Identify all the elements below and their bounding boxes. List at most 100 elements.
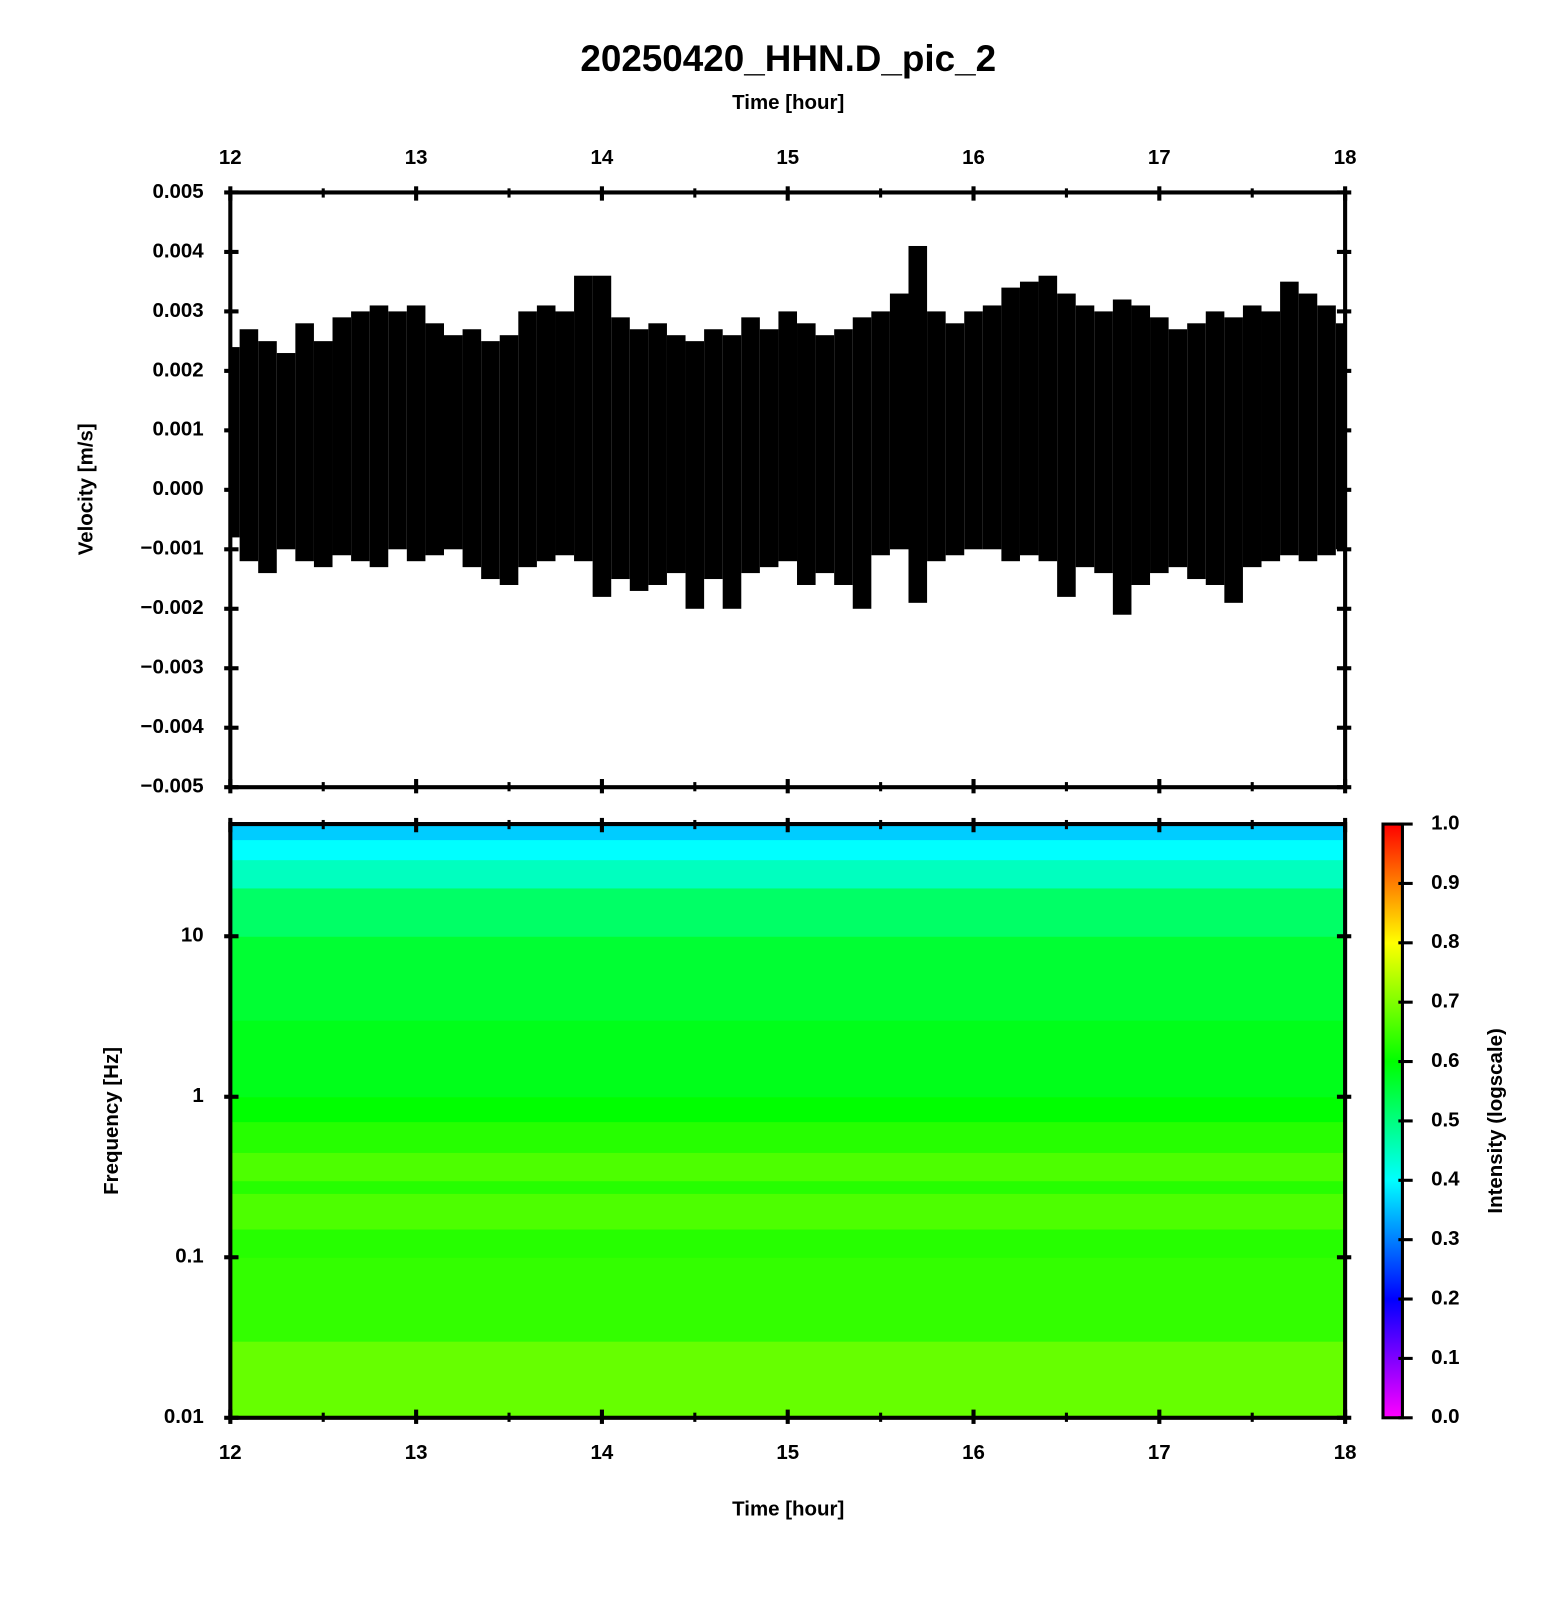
waveform-envelope [1094,311,1113,574]
colorbar-tick-label: 0.0 [1431,1405,1459,1428]
waveform-envelope [871,311,890,556]
waveform-envelope [555,311,575,556]
waveform-envelope [536,305,556,562]
spectrogram-cell [230,1096,1346,1123]
waveform-envelope [908,245,928,603]
waveform-envelope [1131,305,1151,585]
x-tick-label: 16 [962,1441,985,1464]
colorbar-tick-label: 0.6 [1431,1049,1459,1072]
waveform-envelope [1057,293,1076,597]
spectrogram-cell [230,1121,1346,1153]
waveform-envelope [462,329,482,568]
spectrogram-cell [230,1193,1346,1230]
waveform-envelope [666,335,686,574]
y-tick-label: −0.002 [141,596,204,619]
waveform-envelope [834,329,853,585]
waveform-envelope [1205,311,1225,585]
y-tick-label: 0.001 [152,418,203,441]
waveform-envelope [815,335,835,574]
waveform-envelope [759,329,779,568]
x-tick-label: 12 [219,146,242,169]
y-tick-label: −0.004 [141,715,205,738]
waveform-envelope [239,329,259,562]
waveform-envelope [1261,311,1281,562]
y-axis-label: Frequency [Hz] [100,1047,123,1195]
waveform-envelope [443,335,463,550]
x-tick-label: 13 [405,146,428,169]
waveform-envelope [648,323,667,585]
colorbar-tick-label: 0.3 [1431,1227,1459,1250]
y-tick-label: −0.003 [141,656,204,679]
waveform-envelope [369,305,389,568]
waveform-envelope [518,311,537,568]
y-tick-label: −0.005 [141,775,204,798]
waveform-envelope [629,329,649,591]
y-tick-label: 0.002 [152,358,203,381]
waveform-envelope [1242,305,1262,568]
waveform-envelope [852,317,872,609]
waveform-envelope [889,293,909,550]
waveform-envelope [1168,329,1188,568]
waveform-envelope [722,335,742,609]
waveform-envelope [1224,317,1243,603]
y-tick-label: 10 [181,924,204,947]
spectrogram-cell [230,1257,1346,1342]
waveform-envelope [611,317,630,580]
waveform-envelope [1280,281,1299,556]
colorbar-tick-label: 1.0 [1431,811,1459,834]
waveform-envelope [927,311,946,562]
colorbar-tick-label: 0.7 [1431,990,1459,1013]
waveform-envelope [295,323,314,562]
y-tick-label: 0.01 [164,1405,204,1428]
waveform-envelope [425,323,444,556]
waveform-envelope [741,317,760,574]
spectrogram-cell [230,1180,1346,1194]
x-tick-label: 18 [1334,146,1357,169]
colorbar-tick-label: 0.1 [1431,1346,1459,1369]
waveform-envelope [1112,299,1132,615]
y-tick-label: 0.003 [152,299,203,322]
y-tick-label: 1 [192,1084,203,1107]
x-tick-label: 18 [1334,1441,1357,1464]
colorbar-tick-label: 0.9 [1431,871,1459,894]
spectrogram-cell [230,1020,1346,1098]
waveform-envelope [1075,305,1095,568]
waveform-envelope [1001,287,1020,562]
x-axis-label: Time [hour] [732,1497,844,1520]
y-tick-label: 0.1 [175,1245,203,1268]
x-tick-label: 14 [591,1441,614,1464]
waveform-envelope [1187,323,1206,580]
spectrogram-cell [230,936,1346,1021]
y-axis-label: Velocity [m/s] [74,423,97,555]
x-axis-label: Time [hour] [732,91,844,114]
spectrogram-cell [230,839,1346,861]
waveform-envelope [499,335,519,585]
spectrogram-cell [230,887,1346,937]
y-tick-label: 0.000 [152,477,203,500]
y-tick-label: 0.005 [152,180,203,203]
waveform-envelope [1317,305,1336,556]
spectrogram-cell [230,1229,1346,1258]
colorbar-label: Intensity (logscale) [1484,1028,1507,1213]
y-tick-label: 0.004 [152,239,204,262]
waveform-envelope [964,311,983,550]
waveform-envelope [276,353,296,550]
waveform-envelope [797,323,816,585]
x-tick-label: 14 [591,146,614,169]
colorbar-tick-label: 0.8 [1431,930,1459,953]
y-tick-label: −0.001 [141,537,204,560]
waveform-envelope [481,341,500,580]
waveform-envelope [685,341,705,609]
x-tick-label: 12 [219,1441,242,1464]
x-tick-label: 17 [1148,1441,1171,1464]
waveform-envelope [332,317,352,556]
waveform-envelope [982,305,1002,550]
waveform-envelope [351,311,370,562]
x-tick-label: 16 [962,146,985,169]
waveform-envelope [388,311,407,550]
x-tick-label: 15 [776,146,799,169]
x-tick-label: 15 [776,1441,799,1464]
waveform-envelope [778,311,798,562]
waveform-envelope [258,341,277,574]
